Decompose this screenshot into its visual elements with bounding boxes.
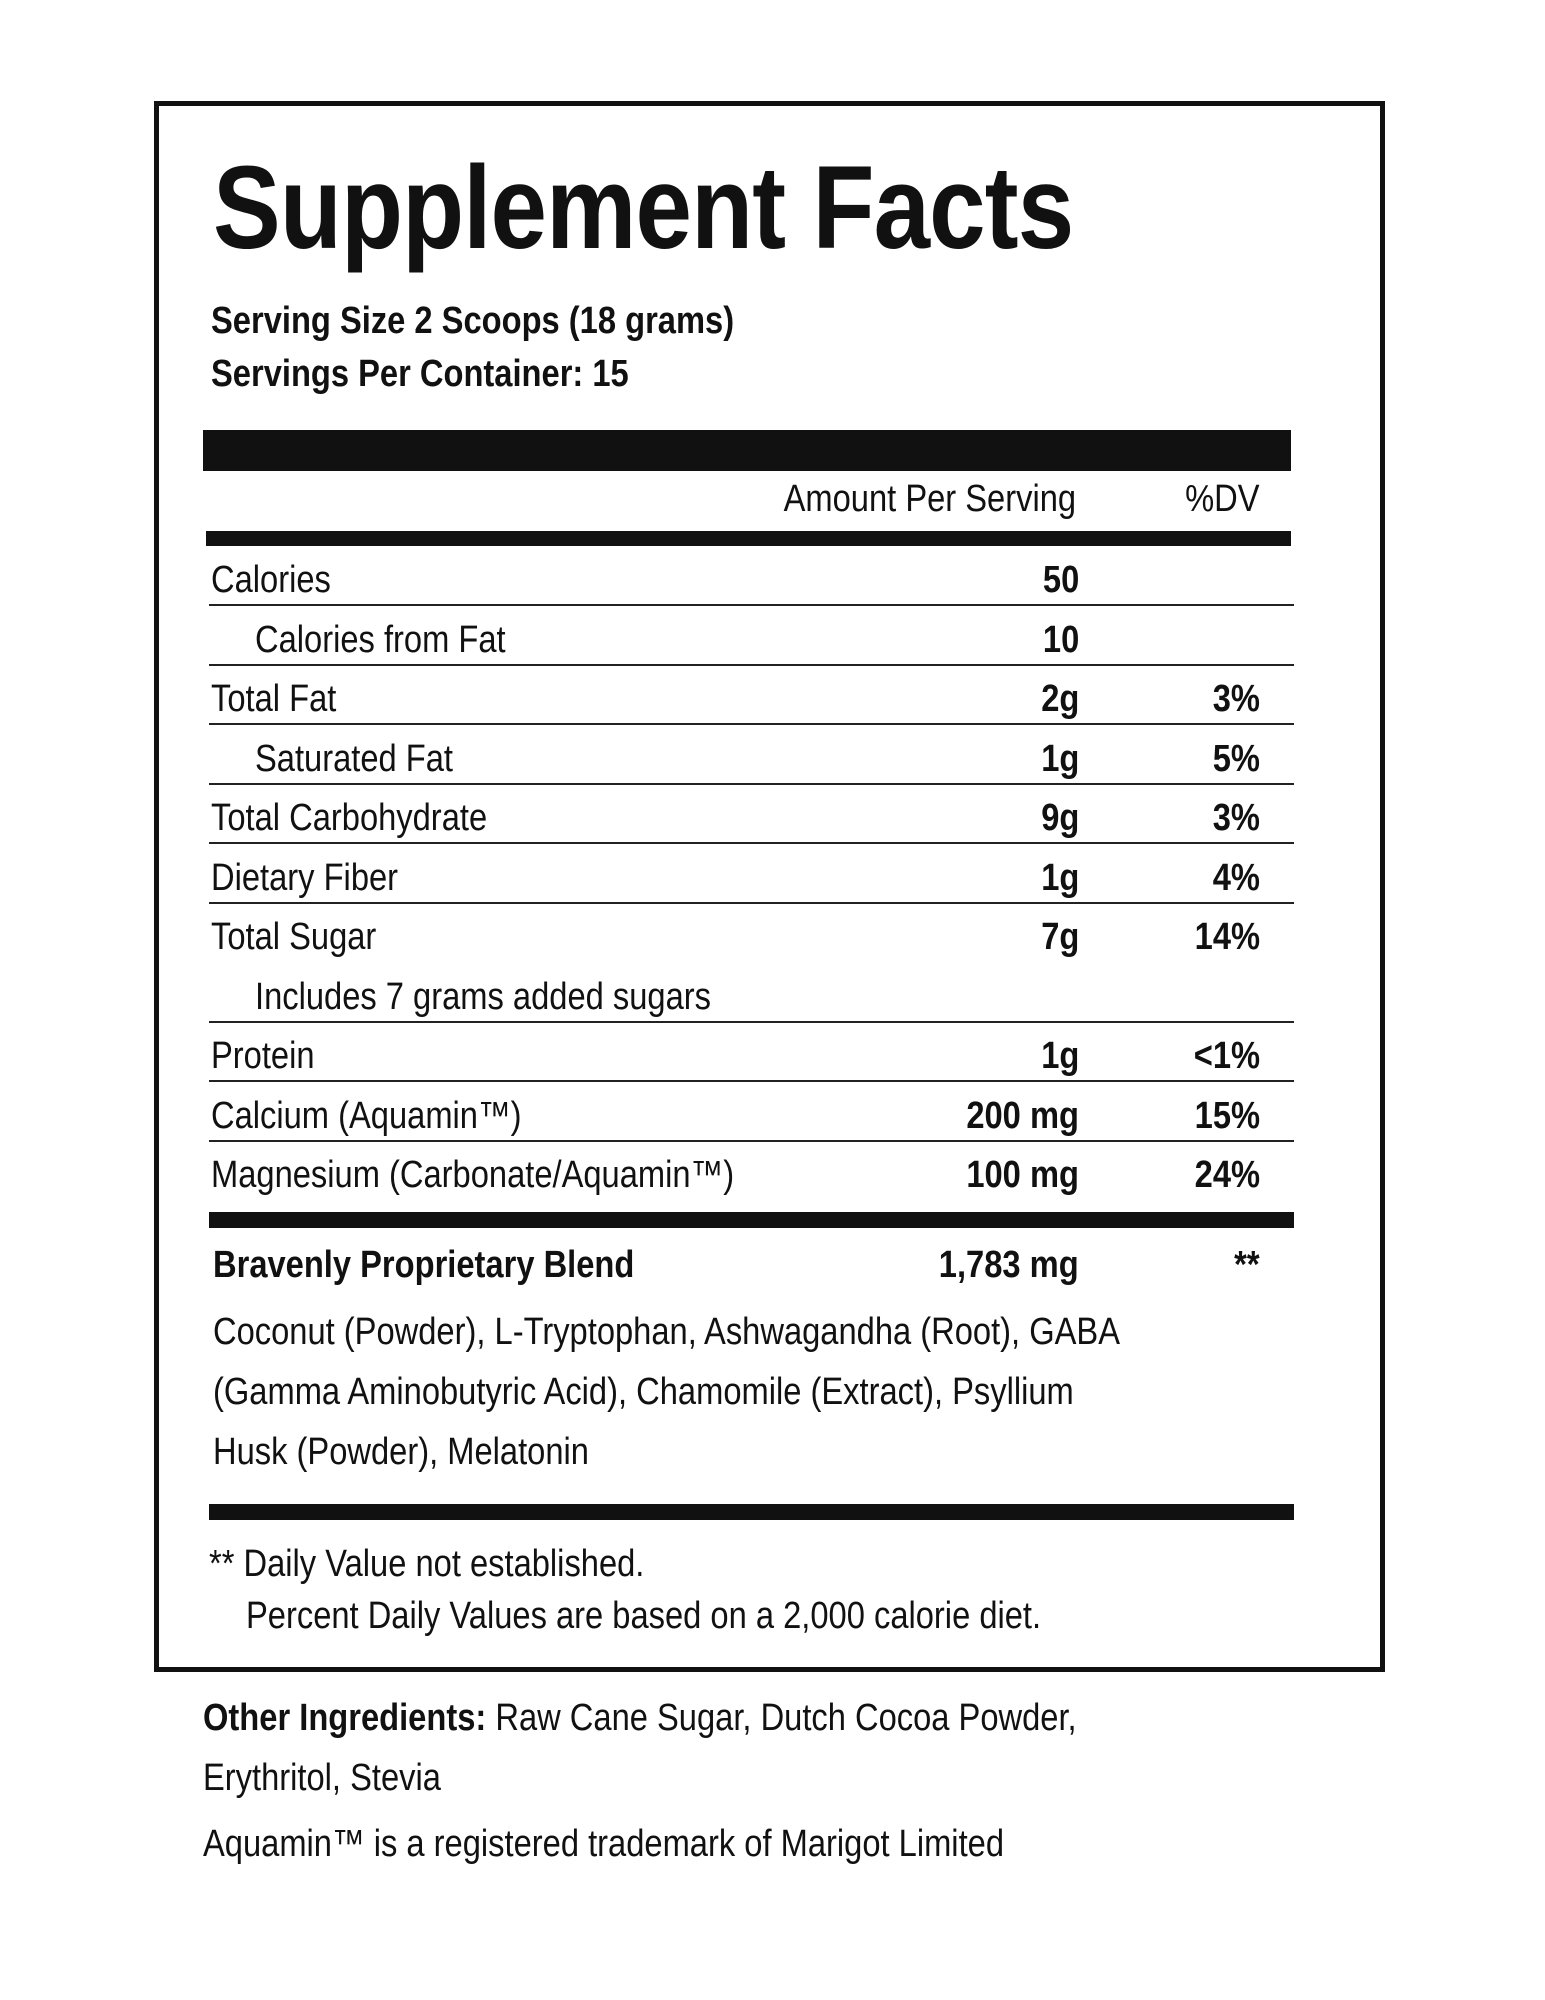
nutrient-name: Total Carbohydrate <box>211 797 488 839</box>
thick-divider <box>206 531 1291 546</box>
blend-ingredients-line: Husk (Powder), Melatonin <box>213 1431 589 1473</box>
dv-header: %DV <box>1185 478 1260 520</box>
nutrient-name: Saturated Fat <box>255 737 454 780</box>
nutrient-dv: 15% <box>1194 1094 1260 1137</box>
nutrient-dv: 5% <box>1212 737 1260 780</box>
nutrient-name: Calories <box>211 559 331 601</box>
nutrient-amount: 2g <box>1040 678 1079 720</box>
blend-dv: ** <box>1234 1244 1260 1286</box>
thick-divider <box>203 430 1291 471</box>
supplement-facts-panel <box>154 101 1385 1672</box>
thick-divider <box>209 1504 1294 1520</box>
other-ingredients-text: Erythritol, Stevia <box>203 1757 441 1799</box>
row-divider <box>209 901 1294 904</box>
other-ingredients-label: Other Ingredients: <box>203 1697 487 1739</box>
serving-size: Serving Size 2 Scoops (18 grams) <box>211 300 735 342</box>
blend-name: Bravenly Proprietary Blend <box>213 1244 635 1286</box>
row-divider <box>209 782 1294 785</box>
nutrient-name: Dietary Fiber <box>211 856 399 899</box>
thick-divider <box>209 1212 1294 1228</box>
blend-amount: 1,783 mg <box>939 1244 1079 1286</box>
nutrient-dv: <1% <box>1193 1035 1260 1077</box>
nutrient-amount: 50 <box>1042 559 1079 601</box>
nutrient-amount: 100 mg <box>966 1154 1079 1196</box>
trademark-notice: Aquamin™ is a registered trademark of Ma… <box>203 1823 1004 1865</box>
panel-title: Supplement Facts <box>213 142 1074 274</box>
nutrient-name: Calories from Fat <box>255 618 506 661</box>
nutrient-amount: 200 mg <box>966 1094 1079 1137</box>
row-divider <box>209 1139 1294 1142</box>
nutrient-name: Protein <box>211 1035 315 1077</box>
row-divider <box>209 842 1294 844</box>
row-divider <box>209 663 1294 666</box>
row-divider <box>209 723 1294 725</box>
row-divider <box>209 604 1294 606</box>
nutrient-dv: 3% <box>1212 797 1260 839</box>
other-ingredients-text: Raw Cane Sugar, Dutch Cocoa Powder, <box>486 1697 1077 1739</box>
nutrient-name: Total Sugar <box>211 916 377 958</box>
footnote-calorie-diet: Percent Daily Values are based on a 2,00… <box>246 1595 1042 1637</box>
amount-header: Amount Per Serving <box>783 478 1076 520</box>
nutrient-amount: 10 <box>1042 618 1079 661</box>
footnote-dv: ** Daily Value not established. <box>209 1543 645 1585</box>
blend-ingredients-line: Coconut (Powder), L-Tryptophan, Ashwagan… <box>213 1311 1121 1353</box>
nutrient-amount: 9g <box>1040 797 1079 839</box>
other-ingredients: Other Ingredients: Raw Cane Sugar, Dutch… <box>203 1697 1077 1740</box>
nutrient-dv: 14% <box>1194 916 1260 958</box>
nutrient-amount: 1g <box>1040 737 1079 780</box>
nutrient-amount: 1g <box>1040 856 1079 899</box>
blend-ingredients-line: (Gamma Aminobutyric Acid), Chamomile (Ex… <box>213 1371 1074 1413</box>
servings-per-container: Servings Per Container: 15 <box>211 353 629 395</box>
nutrient-amount: 7g <box>1040 916 1079 958</box>
nutrient-dv: 4% <box>1212 856 1260 899</box>
nutrient-name: Magnesium (Carbonate/Aquamin™) <box>211 1154 735 1196</box>
nutrient-name: Includes 7 grams added sugars <box>255 975 711 1018</box>
nutrient-amount: 1g <box>1040 1035 1079 1077</box>
nutrient-name: Calcium (Aquamin™) <box>211 1094 522 1137</box>
row-divider <box>209 1020 1294 1023</box>
row-divider <box>209 1080 1294 1082</box>
nutrient-dv: 24% <box>1194 1154 1260 1196</box>
nutrient-name: Total Fat <box>211 678 337 720</box>
nutrient-dv: 3% <box>1212 678 1260 720</box>
